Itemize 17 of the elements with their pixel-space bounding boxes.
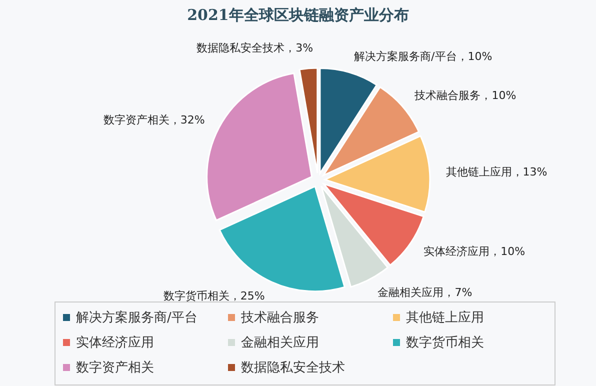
legend-label: 数字货币相关 — [406, 334, 484, 351]
data-label: 实体经济应用，10% — [424, 245, 526, 258]
data-label: 其他链上应用，13% — [446, 166, 548, 179]
data-label: 技术融合服务，10% — [414, 89, 516, 102]
data-label: 数字资产相关，32% — [103, 113, 205, 126]
data-label: 数字货币相关，25% — [163, 289, 265, 302]
legend-label: 数字资产相关 — [76, 360, 154, 376]
legend-label: 解决方案服务商/平台 — [76, 310, 198, 326]
legend-label: 实体经济应用 — [76, 334, 154, 351]
data-label: 数据隐私安全技术，3% — [196, 41, 314, 54]
legend-label: 技术融合服务 — [240, 310, 319, 326]
legend-label: 金融相关应用 — [241, 334, 319, 351]
data-label: 解决方案服务商/平台，10% — [354, 50, 492, 64]
data-label: 金融相关应用，7% — [378, 286, 472, 300]
legend-label: 其他链上应用 — [406, 310, 484, 326]
chart-title: 2021年全球区块链融资产业分布 — [187, 6, 409, 24]
legend-label: 数据隐私安全技术 — [241, 360, 345, 376]
